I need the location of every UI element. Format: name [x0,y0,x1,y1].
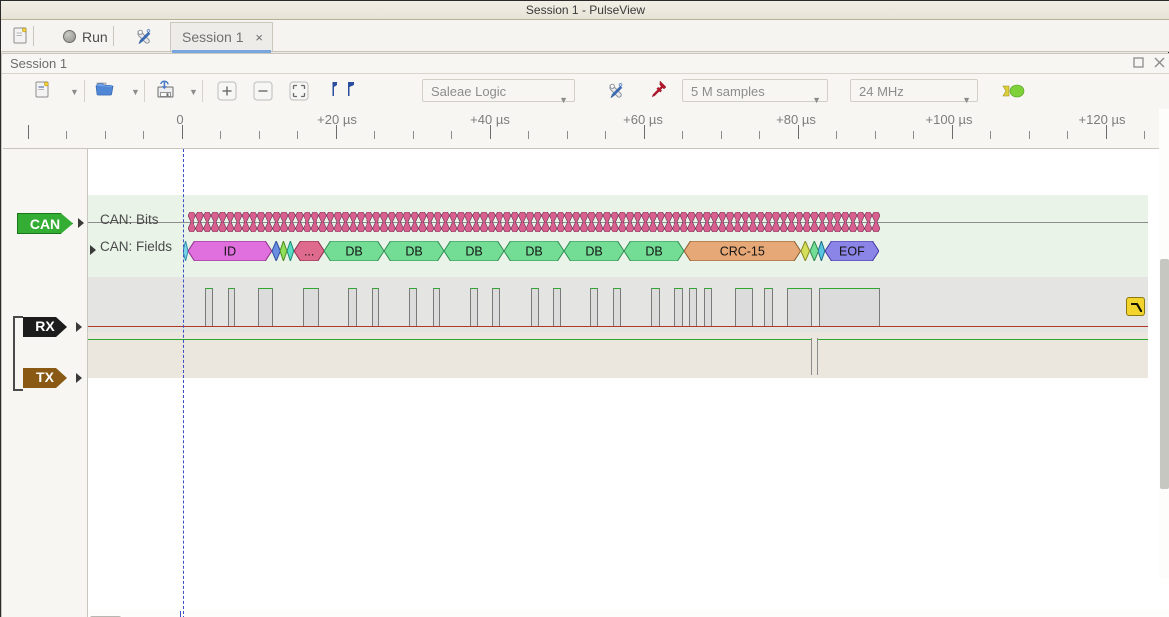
svg-text:EOF: EOF [839,244,865,258]
svg-text:...: ... [304,244,314,258]
svg-text:ID: ID [224,244,237,258]
svg-text:CRC-15: CRC-15 [720,244,765,258]
svg-text:DB: DB [406,245,423,259]
svg-text:DB: DB [646,245,663,259]
svg-text:DB: DB [346,245,363,259]
svg-text:DB: DB [526,245,543,259]
svg-text:DB: DB [466,245,483,259]
svg-text:DB: DB [586,245,603,259]
